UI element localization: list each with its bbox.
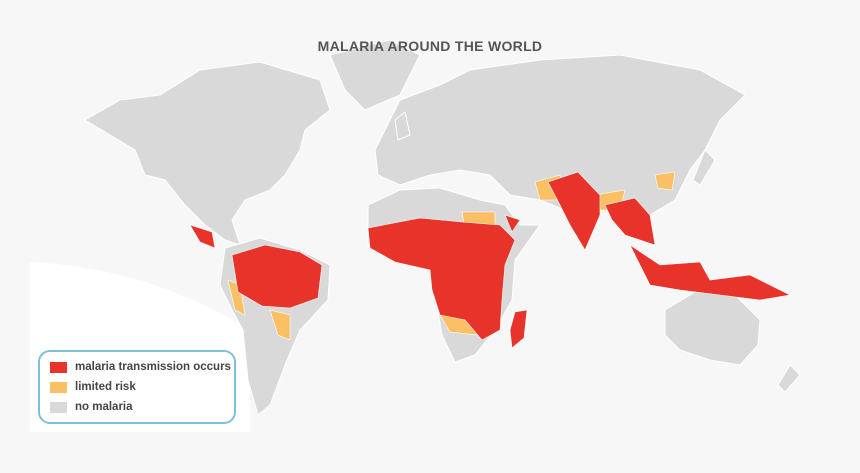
uk xyxy=(394,111,411,141)
transmission-amazon xyxy=(231,244,323,309)
legend-item-limited: limited risk xyxy=(50,381,136,393)
transmission-central-america xyxy=(189,224,216,249)
legend-label: limited risk xyxy=(75,381,136,393)
legend-item-transmission: malaria transmission occurs xyxy=(50,361,231,373)
transmission-indonesia xyxy=(629,244,791,301)
transmission-india xyxy=(547,171,601,251)
transmission-arabia xyxy=(504,214,521,233)
legend-swatch-grey xyxy=(50,401,67,413)
japan xyxy=(692,149,716,186)
transmission-africa xyxy=(367,217,516,341)
transmission-se-asia xyxy=(604,197,656,246)
legend-swatch-red xyxy=(50,361,67,373)
limited-peru xyxy=(227,279,246,316)
transmission-madagascar xyxy=(509,309,528,349)
australia xyxy=(664,291,761,366)
legend-label: no malaria xyxy=(75,401,133,413)
legend-label: malaria transmission occurs xyxy=(75,361,231,373)
greenland xyxy=(329,39,421,111)
legend-swatch-orange xyxy=(50,381,67,393)
new-zealand xyxy=(777,364,801,393)
north-america xyxy=(84,61,331,246)
limited-paraguay xyxy=(269,309,291,341)
legend: malaria transmission occurs limited risk… xyxy=(38,350,236,424)
limited-china xyxy=(654,171,676,191)
legend-item-none: no malaria xyxy=(50,401,133,413)
map-title: MALARIA AROUND THE WORLD xyxy=(317,38,543,54)
